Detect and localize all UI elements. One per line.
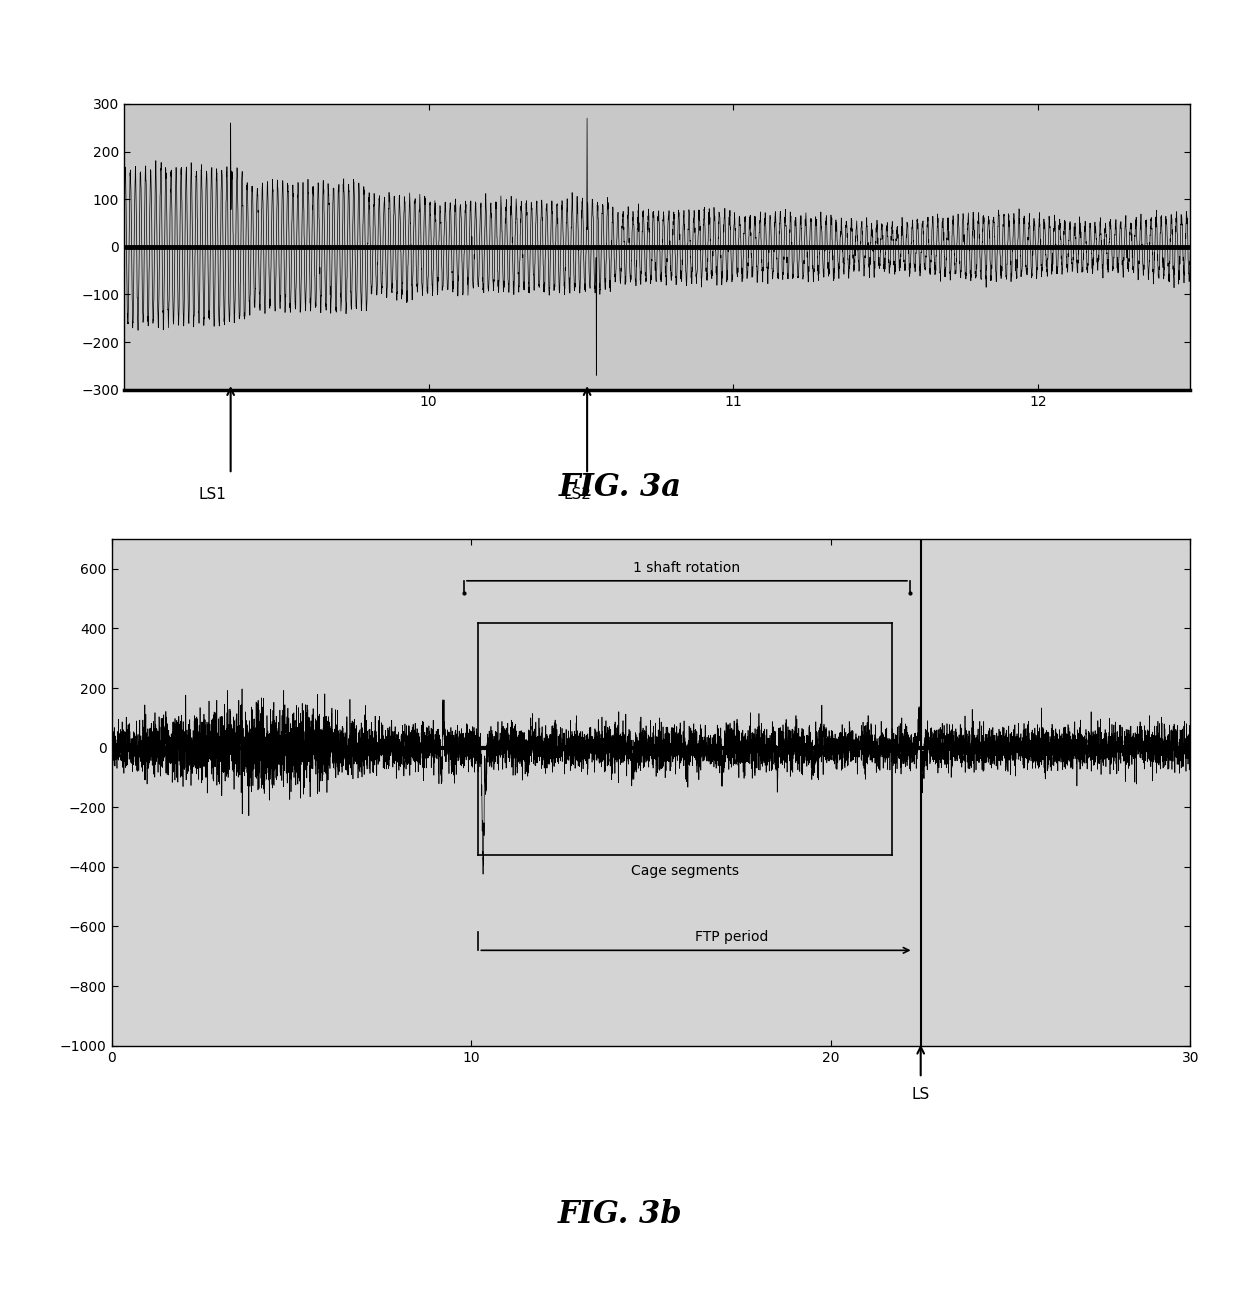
Text: LS: LS bbox=[911, 1087, 930, 1103]
Text: FTP period: FTP period bbox=[696, 930, 769, 944]
Text: Cage segments: Cage segments bbox=[631, 864, 739, 878]
Text: FIG. 3a: FIG. 3a bbox=[558, 472, 682, 503]
Text: LS1: LS1 bbox=[198, 487, 226, 503]
Text: LS2: LS2 bbox=[563, 487, 591, 503]
Text: 1 shaft rotation: 1 shaft rotation bbox=[634, 561, 740, 575]
Text: FIG. 3b: FIG. 3b bbox=[558, 1199, 682, 1230]
